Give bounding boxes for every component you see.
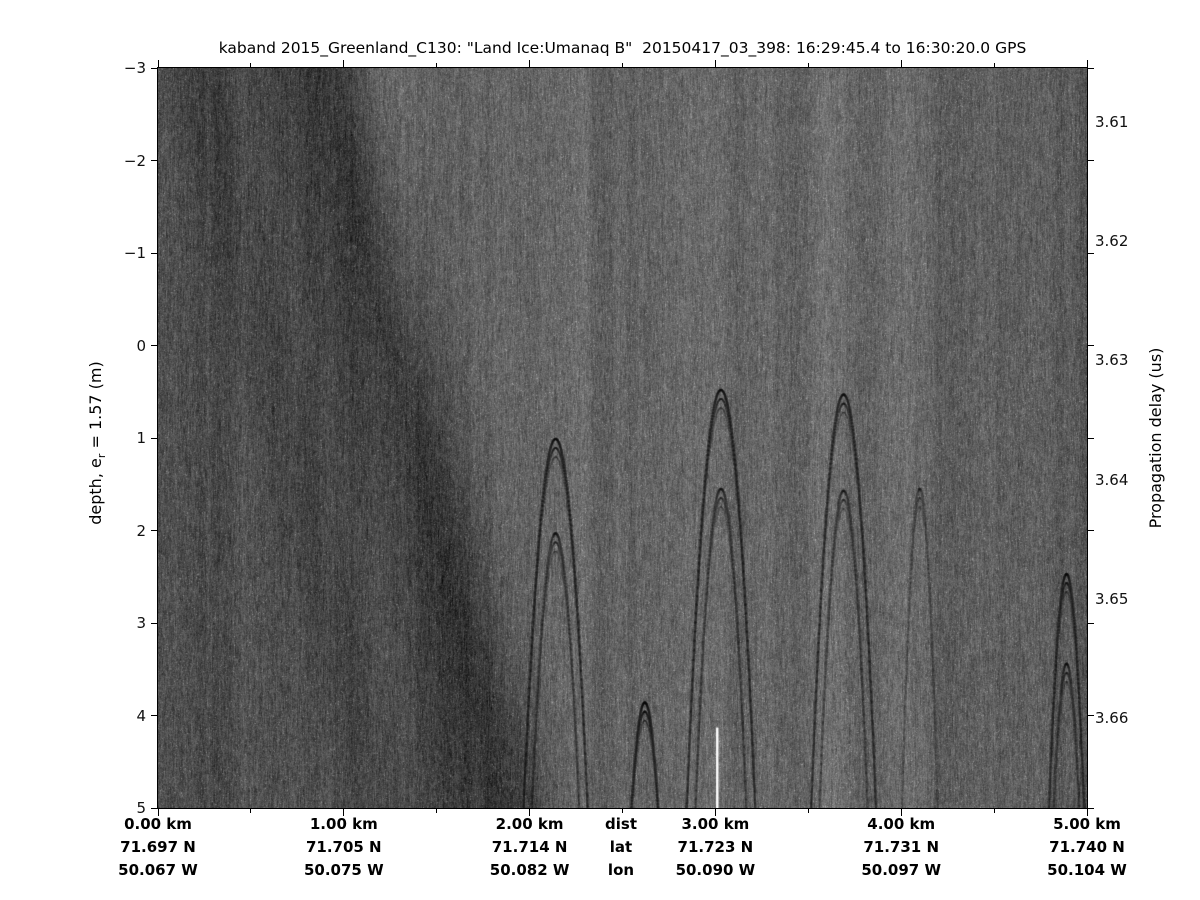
depth-tick-label: 5	[136, 799, 146, 817]
distance-minor-tick-bottom	[807, 809, 809, 813]
coordinate-label-column: 4.00 km 71.731 N 50.097 W	[861, 813, 941, 882]
depth-tick-mark-right	[1088, 530, 1094, 531]
coordinate-label-column-row-2: 50.082 W	[489, 861, 570, 879]
distance-tick-mark-top	[529, 60, 531, 67]
distance-tick-mark-bottom	[157, 809, 159, 816]
delay-tick-label: 3.66	[1095, 709, 1129, 728]
distance-tick-mark-top	[343, 60, 345, 67]
plot-area	[157, 67, 1088, 809]
coordinate-label-column: 3.00 km 71.723 N 50.090 W	[676, 813, 756, 882]
coordinate-label-column: 2.00 km 71.714 N 50.082 W	[490, 813, 570, 882]
coordinate-label-column-row-0: 3.00 km	[681, 815, 750, 833]
depth-tick-mark-right	[1088, 807, 1094, 809]
axis-row-headers-row-0: dist	[605, 815, 637, 833]
delay-tick-label: 3.61	[1095, 112, 1129, 131]
delay-tick-label: 3.62	[1095, 232, 1129, 251]
depth-tick-mark-right	[1088, 715, 1094, 716]
distance-minor-tick-bottom	[993, 809, 995, 813]
depth-tick-mark-right	[1088, 160, 1094, 161]
left-axis-label: depth, er = 1.57 (m)	[86, 323, 109, 563]
echogram-image	[158, 68, 1087, 808]
distance-minor-tick-bottom	[436, 809, 438, 813]
right-axis-label: Propagation delay (us)	[1146, 347, 1165, 529]
coordinate-label-column: 1.00 km 71.705 N 50.075 W	[304, 813, 384, 882]
depth-tick-label: −3	[123, 59, 146, 77]
distance-minor-tick-bottom	[622, 809, 623, 813]
coordinate-label-column-row-1: 71.723 N	[677, 838, 754, 856]
coordinate-label-column-row-2: 50.075 W	[303, 861, 384, 879]
depth-tick-mark-right	[1088, 67, 1094, 69]
coordinate-label-column-row-0: 4.00 km	[867, 815, 936, 833]
axis-row-headers-row-2: lon	[607, 861, 635, 879]
distance-tick-mark-bottom	[1086, 809, 1088, 816]
depth-tick-label: 3	[136, 614, 146, 632]
coordinate-label-column-row-1: 71.705 N	[305, 838, 382, 856]
depth-tick-mark-right	[1088, 622, 1094, 624]
distance-tick-mark-top	[157, 60, 159, 67]
coordinate-label-column-row-1: 71.740 N	[1049, 838, 1125, 856]
left-axis-label-prefix: depth, e	[86, 458, 105, 525]
depth-tick-label: −2	[123, 151, 146, 170]
plot-title: kaband 2015_Greenland_C130: "Land Ice:Um…	[218, 39, 1027, 57]
left-axis-label-suffix: = 1.57 (m)	[86, 361, 105, 454]
distance-tick-mark-top	[714, 60, 716, 67]
coordinate-label-column: 5.00 km 71.740 N 50.104 W	[1047, 813, 1127, 882]
coordinate-label-column-row-0: 0.00 km	[124, 815, 192, 833]
left-axis-label-subscript: r	[95, 453, 109, 459]
depth-tick-label: −1	[123, 244, 146, 262]
coordinate-label-column-row-0: 2.00 km	[495, 815, 564, 833]
coordinate-label-column-row-2: 50.090 W	[675, 861, 756, 879]
coordinate-label-column: 0.00 km 71.697 N 50.067 W	[118, 813, 198, 882]
depth-tick-label: 4	[136, 706, 146, 725]
axis-row-headers-row-1: lat	[609, 838, 633, 856]
axis-row-headers: dist lat lon	[605, 813, 637, 882]
distance-tick-mark-bottom	[714, 809, 716, 816]
coordinate-label-column-row-2: 50.067 W	[118, 861, 198, 879]
distance-tick-mark-bottom	[343, 809, 345, 816]
distance-tick-mark-bottom	[900, 809, 902, 816]
distance-minor-tick-bottom	[250, 809, 252, 813]
distance-tick-mark-top	[1086, 60, 1088, 67]
coordinate-label-column-row-1: 71.731 N	[863, 838, 940, 856]
depth-tick-mark-right	[1088, 437, 1094, 439]
coordinate-label-column-row-0: 1.00 km	[309, 815, 378, 833]
distance-tick-mark-bottom	[529, 809, 531, 816]
coordinate-label-column-row-1: 71.714 N	[491, 838, 568, 856]
delay-tick-label: 3.65	[1095, 590, 1129, 609]
coordinate-label-column-row-2: 50.097 W	[861, 861, 942, 879]
coordinate-label-column-row-0: 5.00 km	[1053, 815, 1121, 833]
coordinate-label-column-row-2: 50.104 W	[1047, 861, 1127, 879]
coordinate-label-column-row-1: 71.697 N	[120, 838, 196, 856]
distance-tick-mark-top	[900, 60, 902, 67]
depth-tick-mark-right	[1088, 345, 1094, 346]
depth-tick-mark-right	[1088, 252, 1094, 254]
